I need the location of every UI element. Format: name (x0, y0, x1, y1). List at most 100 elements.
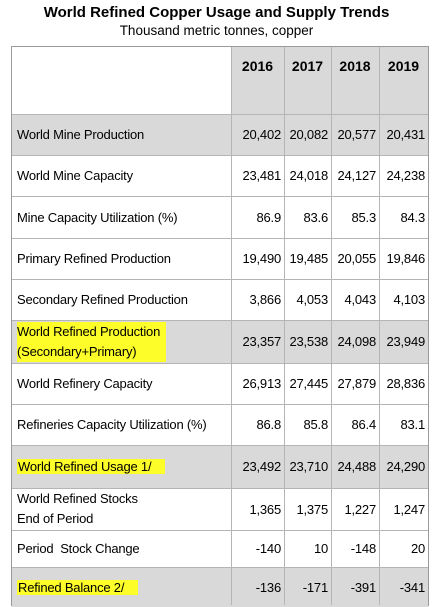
column-divider (231, 47, 232, 605)
row-label-line: End of Period (17, 511, 94, 526)
value-cell-2016: 3,866 (249, 292, 281, 307)
value-cell-2017: 23,538 (289, 334, 328, 349)
row-label: World Refined Stocks End of Period (12, 488, 231, 530)
row-label-text: Refineries Capacity Utilization (%) (17, 417, 207, 432)
table-row: World Mine Capacity 23,481 24,018 24,127 24,… (12, 155, 428, 196)
value-cell-2018: 24,488 (337, 459, 376, 474)
table-row: Period Stock Change -140 10 -148 20 (12, 530, 428, 567)
value-cell-2017: 85.8 (303, 417, 328, 432)
value-cell-2018: 27,879 (337, 376, 376, 391)
value-cell-2019: 28,836 (386, 376, 425, 391)
row-divider (12, 238, 428, 239)
row-label: Secondary Refined Production (12, 279, 231, 320)
value-cell-2016: 19,490 (242, 251, 281, 266)
row-divider (12, 530, 428, 531)
row-label-line: World Refined Production (17, 323, 161, 339)
header-year-2017: 2017 (284, 47, 331, 114)
row-label: World Mine Capacity (12, 155, 231, 196)
value-cell-2019: 1,247 (393, 501, 425, 517)
row-divider (12, 155, 428, 156)
value-cell-2017: 83.6 (303, 209, 328, 225)
value-cell-2017: 19,485 (289, 251, 328, 266)
row-label-text: World Refined Usage 1/ (17, 459, 166, 474)
table-header-row: 2016 2017 2018 2019 (12, 47, 428, 114)
row-label-text: Secondary Refined Production (17, 292, 188, 307)
value-cell-2017: 27,445 (289, 376, 328, 391)
row-label-line: (Secondary+Primary) (17, 343, 137, 359)
row-label-text: Refined Balance 2/ (17, 579, 139, 595)
value-cell-2019: 24,238 (386, 168, 425, 183)
value-cell-2016: -136 (255, 579, 281, 595)
row-label-line: World Refined Stocks (17, 491, 138, 506)
value-cell-2018: 24,098 (337, 334, 376, 349)
value-cell-2016: 23,357 (242, 334, 281, 349)
value-cell-2019: 20,431 (386, 127, 425, 142)
table-row: World Refinery Capacity 26,913 27,445 27,87… (12, 363, 428, 404)
header-year-2019: 2019 (379, 47, 428, 114)
value-cell-2017: 1,375 (296, 501, 328, 517)
row-label: Refined Balance 2/ (12, 567, 231, 607)
copper-data-table: 2016 2017 2018 2019 World Mine Productio… (11, 46, 429, 607)
row-label-block: World Refined Production (Secondary+Prima… (17, 321, 167, 362)
row-label: Refineries Capacity Utilization (%) (12, 404, 231, 445)
header-year-2016: 2016 (231, 47, 284, 114)
table-row: World Refined Usage 1/23,492 23,710 24,488… (12, 445, 428, 488)
column-divider (379, 47, 380, 605)
table-row: Mine Capacity Utilization (%) 86.9 83.6 85.… (12, 196, 428, 238)
row-label-text: Primary Refined Production (17, 251, 171, 266)
value-cell-2016: 86.9 (256, 209, 281, 225)
value-cell-2019: 23,949 (386, 334, 425, 349)
row-divider (12, 363, 428, 364)
row-divider (12, 320, 428, 321)
value-cell-2019: 19,846 (386, 251, 425, 266)
row-divider (12, 567, 428, 568)
value-cell-2017: 24,018 (289, 168, 328, 183)
row-divider (12, 445, 428, 446)
value-cell-2019: 84.3 (400, 209, 425, 225)
table-row: World Refined Stocks End of Period 1,365 1,… (12, 488, 428, 530)
row-label-text: Period Stock Change (17, 541, 140, 556)
value-cell-2016: 1,365 (249, 501, 281, 517)
header-blank-cell (12, 47, 231, 114)
value-cell-2016: 86.8 (256, 417, 281, 432)
value-cell-2016: 20,402 (242, 127, 281, 142)
row-divider (12, 114, 428, 115)
value-cell-2018: -148 (350, 541, 376, 556)
row-label: Mine Capacity Utilization (%) (12, 196, 231, 238)
table-row: World Mine Production 20,402 20,082 20,577 2… (12, 114, 428, 155)
table-row: Secondary Refined Production 3,866 4,053 4,… (12, 279, 428, 320)
value-cell-2018: 85.3 (351, 209, 376, 225)
row-label: World Mine Production (12, 114, 231, 155)
row-label: Period Stock Change (12, 530, 231, 567)
value-cell-2017: 23,710 (289, 459, 328, 474)
table-title: World Refined Copper Usage and Supply Tr… (43, 4, 390, 21)
value-cell-2016: 23,492 (242, 459, 281, 474)
value-cell-2019: -341 (399, 579, 425, 595)
column-divider (331, 47, 332, 605)
value-cell-2019: 83.1 (400, 417, 425, 432)
value-cell-2018: 20,577 (337, 127, 376, 142)
row-label-text: World Mine Production (17, 127, 145, 142)
row-label: World Refined Usage 1/ (12, 445, 231, 488)
header-year-2018: 2018 (331, 47, 379, 114)
value-cell-2019: 20 (410, 541, 425, 556)
value-cell-2018: 1,227 (344, 501, 376, 517)
value-cell-2018: 24,127 (337, 168, 376, 183)
table-row: World Refined Production (Secondary+Prima… (12, 320, 428, 363)
table-subtitle: Thousand metric tonnes, copper (119, 23, 314, 38)
value-cell-2018: 20,055 (337, 251, 376, 266)
row-divider (12, 279, 428, 280)
value-cell-2017: 4,053 (296, 292, 328, 307)
table-row: Primary Refined Production 19,490 19,485 20… (12, 238, 428, 279)
value-cell-2018: 86.4 (351, 417, 376, 432)
row-divider (12, 404, 428, 405)
value-cell-2016: 23,481 (242, 168, 281, 183)
value-cell-2019: 4,103 (393, 292, 425, 307)
table-row: Refineries Capacity Utilization (%) 86.8 8… (12, 404, 428, 445)
value-cell-2017: 10 (313, 541, 328, 556)
row-label: World Refined Production (Secondary+Prima… (12, 320, 231, 363)
column-divider (284, 47, 285, 605)
row-label: Primary Refined Production (12, 238, 231, 279)
row-label-text: World Refinery Capacity (17, 376, 153, 391)
value-cell-2016: 26,913 (242, 376, 281, 391)
